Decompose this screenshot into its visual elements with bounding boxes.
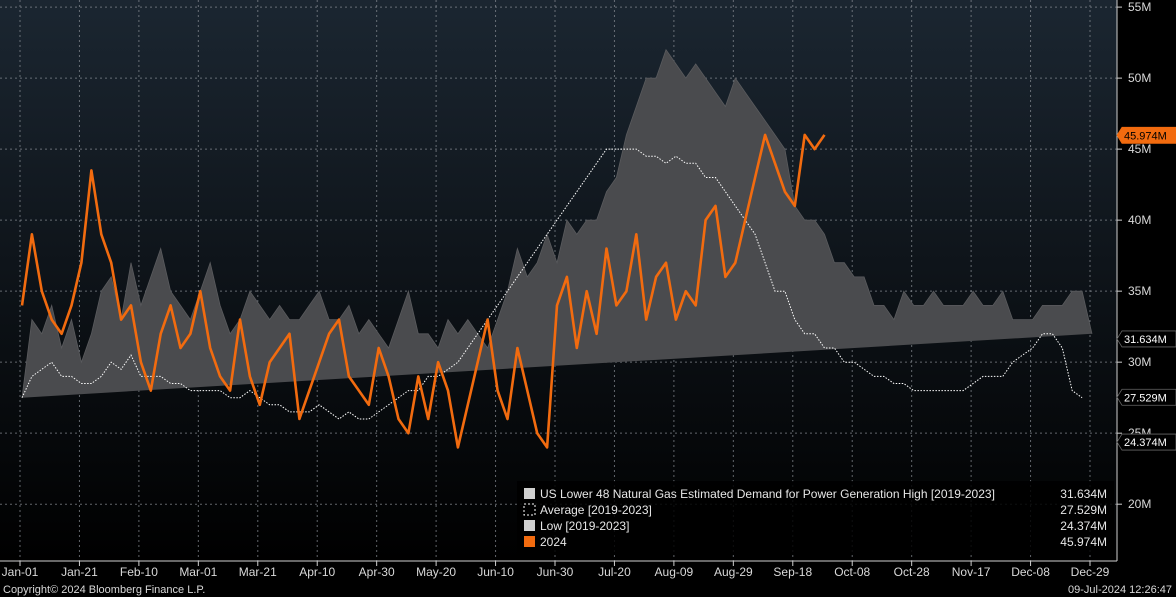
copyright-text: Copyright© 2024 Bloomberg Finance L.P. (3, 584, 205, 596)
y-tick-label: 35M (1128, 284, 1151, 298)
value-tag-box (1116, 388, 1176, 406)
value-tag-box (1116, 433, 1176, 451)
legend-swatch (524, 488, 535, 499)
value-tag-label: 27.529M (1124, 392, 1167, 404)
x-tick-label: Jun-30 (537, 565, 574, 579)
x-axis-ticks: Jan-01 Jan-21 Feb-10 Mar-01 Mar-21 Apr-10 Apr-… (0, 560, 1117, 579)
value-tag-label: 31.634M (1124, 334, 1167, 346)
timestamp-text: 09-Jul-2024 12:26:47 (1068, 584, 1172, 596)
y-tick-label: 55M (1128, 0, 1151, 14)
value-tags: 31.634M 27.529M 24.374M 45.974M (1116, 126, 1176, 451)
legend-label: Average [2019-2023] (540, 503, 652, 517)
x-tick-label: Jun-10 (477, 565, 514, 579)
average-series-line (21, 148, 1083, 420)
legend: US Lower 48 Natural Gas Estimated Demand… (517, 481, 1114, 555)
x-tick-label: Aug-09 (655, 565, 694, 579)
legend-value: 27.529M (1060, 503, 1107, 517)
legend-value: 24.374M (1060, 519, 1107, 533)
x-tick-label: Jan-21 (61, 565, 98, 579)
y-tick-label: 45M (1128, 142, 1151, 156)
y-tick-label: 30M (1128, 355, 1151, 369)
x-tick-label: Nov-17 (952, 565, 991, 579)
legend-swatch (523, 503, 536, 516)
value-tag-label: 45.974M (1124, 130, 1167, 142)
gridlines (0, 0, 1117, 561)
x-tick-label: Dec-29 (1071, 565, 1110, 579)
value-tag-box (1116, 126, 1176, 144)
legend-box (517, 481, 1114, 555)
x-tick-label: Oct-28 (894, 565, 930, 579)
y-tick-label: 50M (1128, 71, 1151, 85)
legend-value: 45.974M (1060, 535, 1107, 549)
x-tick-label: Jan-01 (2, 565, 39, 579)
legend-label: Low [2019-2023] (540, 519, 629, 533)
x-tick-label: May-20 (416, 565, 456, 579)
current-series-line (20, 133, 826, 449)
value-tag-label: 24.374M (1124, 437, 1167, 449)
legend-label: 2024 (540, 535, 567, 549)
y-tick-label: 20M (1128, 497, 1151, 511)
legend-swatch (524, 520, 535, 531)
x-tick-label: Mar-21 (239, 565, 277, 579)
x-tick-label: Oct-08 (834, 565, 870, 579)
legend-swatch (524, 536, 535, 547)
x-tick-label: Mar-01 (179, 565, 217, 579)
current-year-line (20, 133, 826, 449)
x-tick-label: Apr-30 (359, 565, 395, 579)
legend-value: 31.634M (1060, 487, 1107, 501)
x-tick-label: Dec-08 (1011, 565, 1050, 579)
legend-label: US Lower 48 Natural Gas Estimated Demand… (540, 487, 995, 501)
x-tick-label: Aug-29 (714, 565, 753, 579)
average-line (21, 148, 1083, 420)
x-tick-label: Jul-20 (598, 565, 631, 579)
x-tick-label: Apr-10 (299, 565, 335, 579)
value-tag-box (1116, 330, 1176, 348)
x-tick-label: Feb-10 (120, 565, 158, 579)
y-tick-label: 40M (1128, 213, 1151, 227)
x-tick-label: Sep-18 (773, 565, 812, 579)
